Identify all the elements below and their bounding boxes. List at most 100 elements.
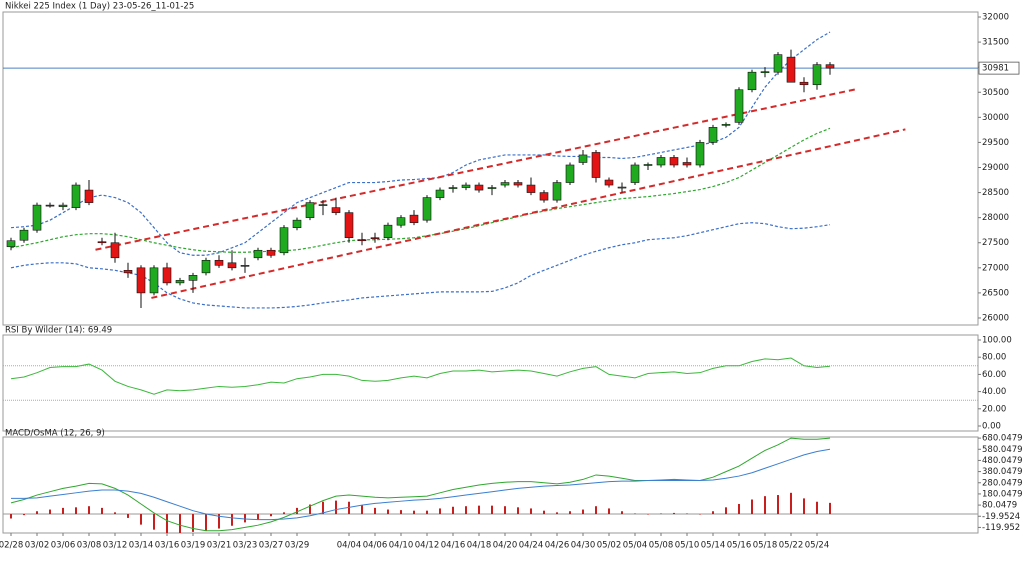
candle-body <box>669 157 679 166</box>
x-tick-label: 03/21 <box>207 541 232 551</box>
y-tick-label: 20.00 <box>982 404 1006 414</box>
candle-body <box>487 187 497 189</box>
y-tick-label: 580.0479 <box>982 445 1023 455</box>
x-tick-label: 04/06 <box>363 541 388 551</box>
candle-body <box>19 229 29 241</box>
osma-bar <box>803 498 805 515</box>
osma-bar <box>543 510 545 515</box>
osma-bar <box>335 500 337 515</box>
osma-bar <box>660 513 662 515</box>
candle-body <box>227 262 237 269</box>
candle-body <box>513 182 523 186</box>
last-price-box <box>978 61 1020 75</box>
osma-bar <box>10 514 12 519</box>
candle-body <box>318 204 328 206</box>
macd-line <box>11 448 831 521</box>
y-tick-label: 60.00 <box>982 370 1006 380</box>
candle-body <box>721 124 731 126</box>
osma-bar <box>257 514 259 520</box>
osma-bar <box>426 510 428 515</box>
band-line <box>10 127 831 253</box>
x-tick-label: 04/04 <box>337 541 362 551</box>
osma-bar <box>439 508 441 515</box>
y-tick-label: 30500 <box>982 88 1009 98</box>
osma-bar <box>777 495 779 515</box>
y-tick-label: 31500 <box>982 38 1009 48</box>
osma-bar <box>790 492 792 515</box>
candle-body <box>396 217 406 226</box>
x-tick-label: 05/16 <box>727 541 752 551</box>
y-tick-label: 680.0479 <box>982 434 1023 444</box>
y-tick-label: 80.00 <box>982 353 1006 363</box>
y-tick-label: 26500 <box>982 288 1009 298</box>
candle-body <box>292 219 302 228</box>
osma-bar <box>309 504 311 515</box>
candle-body <box>370 237 380 240</box>
osma-bar <box>127 514 129 518</box>
y-tick-label: 28000 <box>982 213 1009 223</box>
x-tick-label: 04/24 <box>519 541 544 551</box>
price-panel <box>2 11 979 326</box>
candle-body <box>461 184 471 188</box>
candle-body <box>539 192 549 201</box>
y-tick-label: 26000 <box>982 313 1009 323</box>
candle-body <box>136 267 146 294</box>
candle-body <box>279 227 289 254</box>
candle-body <box>214 259 224 266</box>
candle-body <box>58 204 68 207</box>
candle-body <box>578 154 588 163</box>
x-tick-label: 05/10 <box>675 541 700 551</box>
x-tick-label: 03/06 <box>51 541 76 551</box>
osma-bar <box>621 511 623 515</box>
osma-bar <box>23 514 25 516</box>
osma-bar <box>686 513 688 515</box>
osma-bar <box>62 507 64 515</box>
osma-bar <box>101 507 103 515</box>
osma-bar <box>205 514 207 531</box>
osma-bar <box>88 506 90 515</box>
x-tick-label: 04/18 <box>467 541 492 551</box>
last-price-label: 30981 <box>982 64 1009 74</box>
candle-body <box>32 204 42 231</box>
x-tick-label: 03/08 <box>77 541 102 551</box>
candle-body <box>760 71 770 73</box>
candle-body <box>643 164 653 166</box>
candle-body <box>84 189 94 203</box>
x-tick-label: 03/27 <box>259 541 284 551</box>
candle-body <box>708 127 718 143</box>
osma-bar <box>673 512 675 515</box>
x-tick-label: 05/08 <box>649 541 674 551</box>
y-tick-label: 28500 <box>982 188 1009 198</box>
osma-bar <box>140 514 142 525</box>
candle-body <box>773 54 783 73</box>
y-tick-label: -19.9524 <box>982 512 1020 522</box>
x-tick-label: 03/16 <box>155 541 180 551</box>
band-line <box>10 222 831 309</box>
price-plot <box>3 31 978 309</box>
candle-body <box>188 275 198 281</box>
rsi-plot <box>3 357 978 401</box>
osma-bar <box>153 514 155 530</box>
y-tick-label: 27500 <box>982 238 1009 248</box>
candle-body <box>6 240 16 248</box>
candle-body <box>591 152 601 178</box>
x-tick-label: 05/02 <box>597 541 622 551</box>
macd-plot <box>3 437 978 533</box>
chart-title: Nikkei 225 Index (1 Day) 23-05-26_11-01-… <box>5 2 194 12</box>
osma-bar <box>582 509 584 515</box>
x-tick-label: 05/14 <box>701 541 726 551</box>
x-tick-label: 04/10 <box>389 541 414 551</box>
osma-bar <box>413 510 415 515</box>
candle-body <box>656 157 666 166</box>
candle-body <box>825 64 835 69</box>
osma-bar <box>530 508 532 515</box>
osma-bar <box>764 496 766 515</box>
rsi-line <box>10 357 831 395</box>
osma-bar <box>465 506 467 515</box>
candle-body <box>786 56 796 83</box>
candle-body <box>253 249 263 259</box>
candle-body <box>175 280 185 284</box>
candle-body <box>448 187 458 189</box>
candle-body <box>331 207 341 213</box>
candle-body <box>734 89 744 123</box>
